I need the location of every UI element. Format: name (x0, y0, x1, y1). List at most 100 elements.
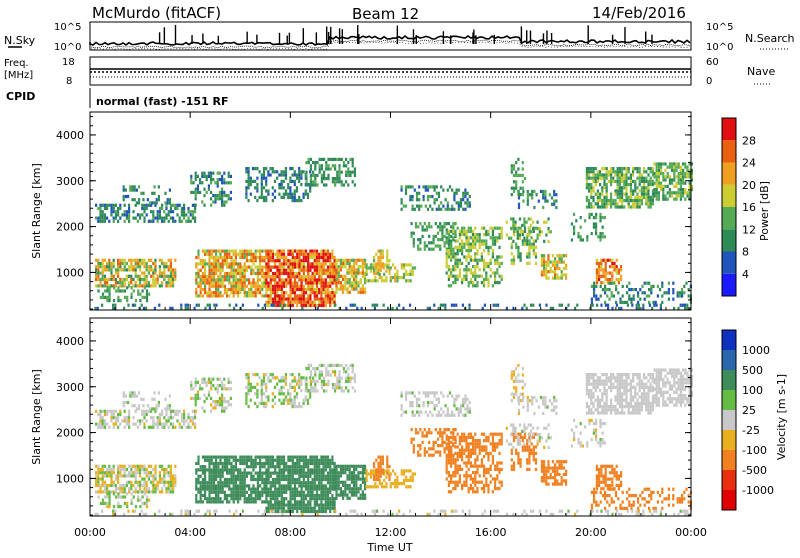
velocity-cell (115, 416, 117, 419)
velocity-cell (338, 478, 340, 481)
velocity-cell (126, 481, 128, 484)
power-cell (370, 266, 372, 269)
velocity-cell (257, 491, 259, 494)
power-cell (161, 220, 163, 223)
power-cell (501, 227, 503, 230)
power-cell (351, 281, 353, 284)
power-cell (451, 304, 453, 307)
power-cell (595, 226, 597, 229)
power-cell (600, 281, 602, 284)
power-cell (454, 275, 456, 278)
power-cell (658, 182, 660, 185)
power-cell (113, 262, 115, 265)
power-cell (448, 255, 450, 258)
velocity-cell (159, 413, 161, 416)
power-cell (298, 256, 300, 259)
power-cell (619, 173, 621, 176)
velocity-cell (255, 500, 257, 503)
velocity-cell (237, 468, 239, 471)
power-cell (360, 265, 362, 268)
power-cell (639, 177, 641, 180)
power-cell (174, 272, 176, 275)
power-cell (312, 272, 314, 275)
power-cell (474, 284, 476, 287)
power-cell (318, 282, 320, 285)
power-cell (296, 301, 298, 304)
power-cell (519, 217, 521, 220)
velocity-cell (316, 462, 318, 465)
power-cell (141, 272, 143, 275)
power-cell (276, 291, 278, 294)
power-cell (217, 275, 219, 278)
power-cell (222, 262, 224, 265)
velocity-cell (97, 481, 99, 484)
velocity-cell (241, 488, 243, 491)
power-cell (671, 169, 673, 172)
colorbar-segment (722, 140, 736, 162)
velocity-cell (211, 459, 213, 462)
power-cell (330, 167, 332, 170)
power-cell (501, 236, 503, 239)
power-cell (135, 299, 137, 302)
power-cell (338, 158, 340, 161)
power-cell (219, 256, 221, 259)
power-cell (320, 266, 322, 269)
velocity-cell (320, 456, 322, 459)
power-cell (454, 230, 456, 233)
power-cell (528, 217, 530, 220)
power-cell (658, 175, 660, 178)
power-cell (115, 268, 117, 271)
power-cell (194, 207, 196, 210)
velocity-cell (230, 472, 232, 475)
velocity-cell (115, 474, 117, 477)
power-cell (298, 298, 300, 301)
power-cell (625, 189, 627, 192)
power-cell (289, 180, 291, 183)
velocity-cell (320, 459, 322, 462)
power-cell (301, 294, 303, 297)
power-cell (372, 279, 374, 282)
power-cell (206, 278, 208, 281)
power-cell (261, 173, 263, 176)
power-cell (533, 206, 535, 209)
power-cell (496, 255, 498, 258)
power-cell (292, 285, 294, 288)
power-cell (252, 259, 254, 262)
velocity-cell (323, 459, 325, 462)
power-cell (181, 207, 183, 210)
velocity-cell (309, 500, 311, 503)
velocity-cell (95, 465, 97, 468)
power-cell (146, 296, 148, 299)
power-cell (301, 250, 303, 253)
velocity-cell (248, 497, 250, 500)
power-cell (246, 266, 248, 269)
power-cell (545, 277, 547, 280)
velocity-cell (204, 491, 206, 494)
power-cell (437, 232, 439, 235)
velocity-cell (106, 471, 108, 474)
power-cell (567, 304, 569, 307)
velocity-cell (338, 487, 340, 490)
velocity-cell (137, 471, 139, 474)
velocity-cell (276, 504, 278, 507)
power-cell (463, 255, 465, 258)
power-cell (257, 272, 259, 275)
power-cell (223, 172, 225, 175)
power-cell (481, 252, 483, 255)
power-cell (219, 269, 221, 272)
power-cell (415, 225, 417, 228)
power-cell (592, 186, 594, 189)
power-cell (270, 288, 272, 291)
velocity-cell (197, 468, 199, 471)
power-cell (586, 235, 588, 238)
power-cell (462, 195, 464, 198)
power-cell (172, 278, 174, 281)
velocity-cell (265, 459, 267, 462)
velocity-cell (259, 484, 261, 487)
power-cell (312, 262, 314, 265)
velocity-cell (132, 474, 134, 477)
power-cell (656, 188, 658, 191)
power-cell (468, 236, 470, 239)
velocity-cell (143, 484, 145, 487)
power-cell (314, 275, 316, 278)
